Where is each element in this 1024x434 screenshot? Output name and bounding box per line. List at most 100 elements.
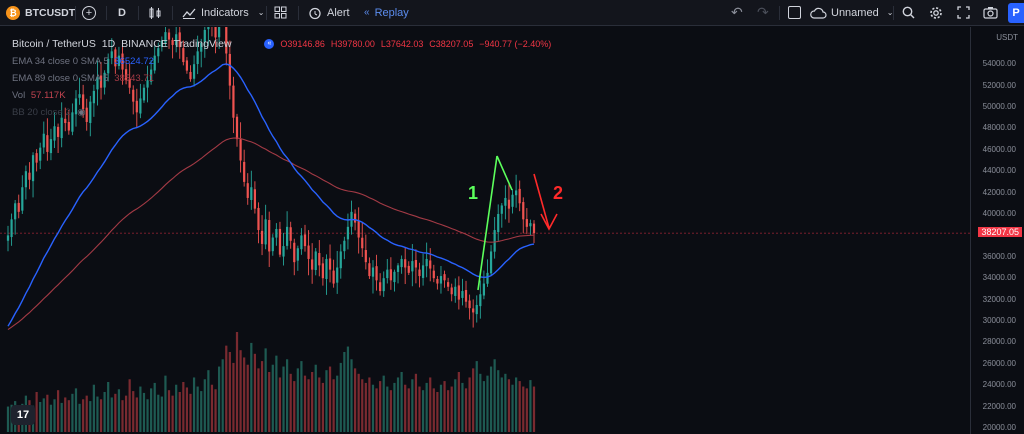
indicators-button[interactable]: Indicators ⌄ xyxy=(182,0,264,25)
volume-bar xyxy=(250,342,253,432)
candle xyxy=(107,53,110,82)
candle-body xyxy=(46,135,49,152)
candle-body xyxy=(400,258,403,268)
volume-bar xyxy=(67,400,70,432)
legend-volume-row[interactable]: Vol 57.117K xyxy=(12,87,551,104)
symbol-label: BTCUSDT xyxy=(25,6,76,19)
candle-body xyxy=(389,269,392,281)
candle xyxy=(110,38,113,65)
interval-button[interactable]: D xyxy=(118,0,126,25)
candle-body xyxy=(339,251,342,269)
redo-icon: ↷ xyxy=(757,4,769,20)
candle xyxy=(239,122,242,173)
candle-body xyxy=(171,39,174,45)
volume-bar xyxy=(525,388,528,432)
candle xyxy=(39,142,42,170)
volume-bar xyxy=(418,386,421,432)
legend-ema34-row[interactable]: EMA 34 close 0 SMA 5 36524.72 xyxy=(12,53,551,70)
candle xyxy=(218,27,221,49)
eye-icon[interactable]: ◉ xyxy=(77,107,86,118)
candle-body xyxy=(278,228,282,255)
candle-body xyxy=(85,107,88,122)
axis-tick-label: 34000.00 xyxy=(982,273,1016,283)
divider xyxy=(266,6,267,20)
axis-tick-label: 30000.00 xyxy=(982,316,1016,325)
replay-button[interactable]: « Replay xyxy=(364,0,409,25)
legend-ema89-row[interactable]: EMA 89 close 0 SMA 5 38543.71 xyxy=(12,70,551,87)
candle-body xyxy=(110,51,113,59)
candle-body xyxy=(472,308,475,313)
candle xyxy=(10,213,13,246)
axis-tick-label: 40000.00 xyxy=(982,209,1016,218)
candle xyxy=(60,102,63,148)
volume-bar xyxy=(296,368,299,432)
price-chart[interactable]: 1 2 xyxy=(0,27,970,434)
candle xyxy=(318,240,321,277)
fullscreen-selection-button[interactable] xyxy=(788,0,801,25)
legend-extra-row[interactable]: BB 20 close 2 ◉ xyxy=(12,104,551,121)
pair-name[interactable]: Bitcoin / TetherUS xyxy=(12,38,96,50)
candle xyxy=(461,278,464,306)
candle-body xyxy=(49,139,53,154)
replay-label: Replay xyxy=(374,6,409,19)
candle xyxy=(157,42,160,63)
alert-button[interactable]: Alert xyxy=(308,0,350,25)
candle-body xyxy=(439,276,443,284)
templates-button[interactable] xyxy=(274,0,287,25)
volume-bar xyxy=(307,379,310,432)
candle xyxy=(164,27,167,47)
open-value: O39146.86 xyxy=(280,39,325,49)
candle xyxy=(407,261,410,276)
candle xyxy=(150,60,153,85)
candle xyxy=(146,65,149,103)
candle-body xyxy=(124,69,128,81)
candle-body xyxy=(379,282,382,292)
settings-button[interactable] xyxy=(929,0,943,25)
candle-body xyxy=(117,55,121,66)
search-button[interactable] xyxy=(902,0,915,25)
publish-button[interactable]: P xyxy=(1008,3,1024,23)
candle xyxy=(529,219,532,236)
axis-currency[interactable]: USDT xyxy=(996,33,1018,42)
candle xyxy=(78,77,81,105)
volume-bar xyxy=(128,379,131,432)
volume-bars xyxy=(6,332,536,432)
candle xyxy=(225,27,228,66)
volume-bar xyxy=(218,366,221,432)
layout-save-button[interactable]: Unnamed ⌄ xyxy=(810,0,893,25)
candle xyxy=(132,85,135,115)
axis-tick-label: 54000.00 xyxy=(982,59,1016,69)
candle xyxy=(250,170,253,210)
low-value: L37642.03 xyxy=(380,39,424,49)
volume-bar xyxy=(203,379,206,432)
candle-body xyxy=(164,32,167,43)
volume-bar xyxy=(479,373,482,432)
chart-type-button[interactable] xyxy=(148,0,162,25)
candle xyxy=(99,62,103,100)
candle xyxy=(268,211,271,267)
candle xyxy=(361,222,364,257)
tradingview-logo[interactable]: 17 xyxy=(11,405,35,425)
compare-symbol-button[interactable]: + xyxy=(82,0,96,25)
redo-button[interactable]: ↷ xyxy=(757,0,769,25)
candle xyxy=(472,299,475,328)
collapse-legend-icon[interactable]: « xyxy=(264,39,275,50)
undo-button[interactable]: ↶ xyxy=(731,0,743,25)
symbol-search-button[interactable]: ₿ BTCUSDT xyxy=(6,0,75,25)
price-axis[interactable]: USDT 54000.00 52000.00 50000.00 48000.00 460… xyxy=(970,27,1024,434)
volume-bar xyxy=(321,382,324,432)
snapshot-button[interactable] xyxy=(983,0,998,25)
volume-bar xyxy=(82,399,85,432)
candle-body xyxy=(532,223,536,234)
candle xyxy=(346,213,350,250)
candle-body xyxy=(203,29,206,43)
volume-bar xyxy=(46,394,49,432)
candle-body xyxy=(346,226,350,240)
candle xyxy=(28,162,31,190)
volume-bar xyxy=(243,357,246,432)
fullscreen-button[interactable] xyxy=(957,0,970,25)
volume-bar xyxy=(110,397,113,432)
candle xyxy=(135,88,138,128)
chevron-down-icon: ⌄ xyxy=(257,8,265,17)
candle-body xyxy=(382,278,385,292)
